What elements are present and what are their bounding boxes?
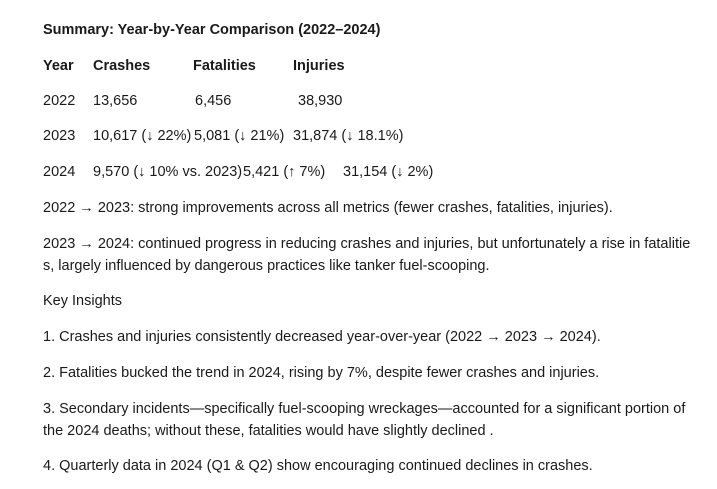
- cell-crashes: 9,570 (↓ 10% vs. 2023): [93, 164, 243, 180]
- header-fatalities: Fatalities: [193, 58, 256, 74]
- insight-item: 4. Quarterly data in 2024 (Q1 & Q2) show…: [43, 458, 593, 474]
- cell-year: 2023: [43, 128, 76, 144]
- cell-crashes: 10,617 (↓ 22%): [93, 128, 192, 144]
- insight-item: 2. Fatalities bucked the trend in 2024, …: [43, 365, 600, 381]
- insights-heading: Key Insights: [43, 293, 122, 309]
- header-year: Year: [43, 58, 74, 74]
- cell-year: 2022: [43, 93, 76, 109]
- header-injuries: Injuries: [293, 58, 345, 74]
- trend-2022-2023: 2022 → 2023: strong improvements across …: [43, 200, 613, 216]
- header-crashes: Crashes: [93, 58, 151, 74]
- cell-year: 2024: [43, 164, 76, 180]
- insight-item: 3. Secondary incidents—specifically fuel…: [43, 401, 686, 439]
- insight-item: 1. Crashes and injuries consistently dec…: [43, 329, 601, 345]
- cell-injuries: 31,874 (↓ 18.1%): [293, 128, 404, 144]
- trend-2023-2024: 2023 → 2024: continued progress in reduc…: [43, 236, 691, 274]
- cell-crashes: 13,656: [93, 93, 138, 109]
- cell-injuries: 31,154 (↓ 2%): [343, 164, 434, 180]
- cell-injuries: 38,930: [298, 93, 343, 109]
- cell-fatalities: 5,081 (↓ 21%): [194, 128, 285, 144]
- document-title: Summary: Year-by-Year Comparison (2022–2…: [43, 22, 381, 38]
- cell-fatalities: 5,421 (↑ 7%): [243, 164, 326, 180]
- cell-fatalities: 6,456: [195, 93, 232, 109]
